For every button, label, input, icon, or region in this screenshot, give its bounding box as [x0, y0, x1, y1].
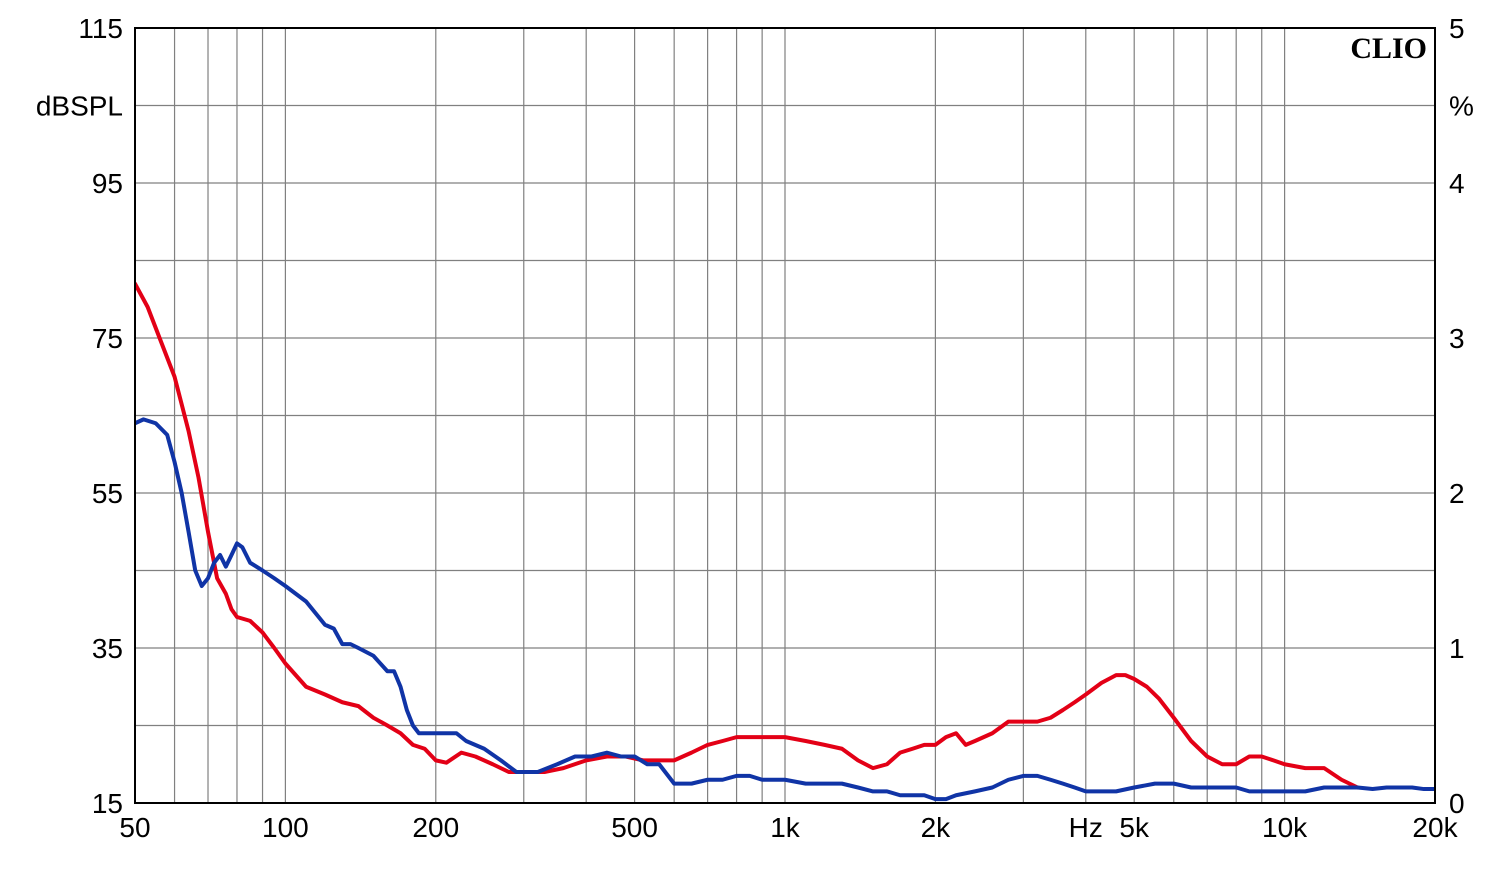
x-tick-label: 10k [1262, 812, 1308, 843]
y-right-tick-label: 3 [1449, 323, 1465, 354]
y-right-axis-label: % [1449, 91, 1474, 122]
chart-container: 501002005001k2k5k10k20kHz1535557595115dB… [0, 0, 1500, 870]
x-axis-unit-label: Hz [1069, 812, 1103, 843]
frequency-response-chart: 501002005001k2k5k10k20kHz1535557595115dB… [0, 0, 1500, 870]
watermark-label: CLIO [1350, 32, 1427, 65]
x-tick-label: 100 [262, 812, 309, 843]
y-right-tick-label: 0 [1449, 788, 1465, 819]
y-right-tick-label: 2 [1449, 478, 1465, 509]
x-tick-label: 5k [1119, 812, 1150, 843]
y-right-tick-label: 4 [1449, 168, 1465, 199]
y-left-tick-label: 75 [92, 323, 123, 354]
x-tick-label: 200 [412, 812, 459, 843]
y-left-tick-label: 15 [92, 788, 123, 819]
y-right-tick-label: 5 [1449, 13, 1465, 44]
y-left-tick-label: 95 [92, 168, 123, 199]
y-left-axis-label: dBSPL [36, 91, 123, 122]
y-right-tick-label: 1 [1449, 633, 1465, 664]
x-tick-label: 50 [119, 812, 150, 843]
y-left-tick-label: 55 [92, 478, 123, 509]
x-tick-label: 2k [921, 812, 952, 843]
y-left-tick-label: 35 [92, 633, 123, 664]
x-tick-label: 1k [770, 812, 801, 843]
x-tick-label: 500 [611, 812, 658, 843]
y-left-tick-label: 115 [78, 13, 123, 44]
